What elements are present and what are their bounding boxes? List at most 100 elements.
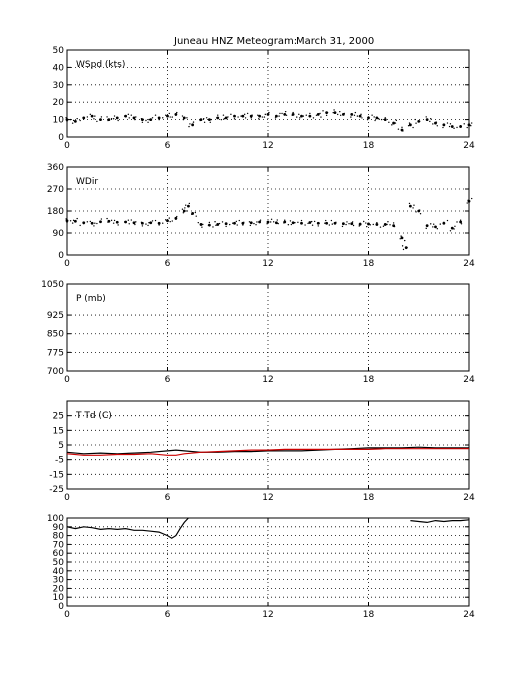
data-point — [90, 221, 94, 225]
data-point — [404, 246, 408, 250]
data-point — [73, 119, 77, 123]
x-tick-label: 0 — [64, 375, 70, 385]
data-point-jitter — [335, 221, 337, 224]
x-tick-label: 18 — [363, 141, 375, 151]
data-point-jitter — [169, 220, 171, 223]
data-point — [124, 114, 128, 118]
data-point-jitter — [71, 222, 74, 224]
data-point-jitter — [141, 225, 144, 227]
series-1 — [65, 197, 473, 251]
y-tick-label: 50 — [53, 558, 65, 568]
data-point — [400, 236, 404, 240]
data-point-jitter — [353, 114, 356, 116]
data-point — [266, 112, 270, 116]
panel-label: WDir — [76, 177, 98, 187]
data-point-jitter — [307, 222, 309, 225]
data-point-jitter — [443, 221, 445, 224]
axes-box — [66, 283, 470, 372]
data-point-jitter — [195, 215, 197, 217]
data-point-jitter — [425, 116, 427, 118]
data-point-jitter — [230, 113, 232, 116]
data-point-jitter — [181, 208, 184, 210]
data-point-jitter — [412, 207, 414, 209]
y-tick-label: 270 — [47, 185, 64, 195]
data-point-jitter — [330, 219, 333, 222]
data-point-jitter — [148, 222, 150, 224]
data-point-jitter — [112, 222, 115, 224]
data-point-jitter — [377, 118, 380, 120]
panel-1: 0 6 12 18 24 0 10 20 30 40 50 WSpd (kts) — [53, 46, 475, 151]
data-point-jitter — [443, 124, 445, 126]
data-point-jitter — [266, 223, 268, 225]
y-tick-label: 360 — [47, 163, 64, 173]
data-point-jitter — [127, 219, 130, 221]
data-point — [341, 222, 345, 226]
data-point — [434, 225, 437, 229]
data-point-jitter — [171, 220, 173, 222]
data-point-jitter — [333, 109, 335, 111]
data-point-jitter — [220, 118, 223, 121]
data-point-jitter — [453, 228, 455, 230]
y-tick-label: 50 — [53, 46, 65, 56]
data-point-jitter — [127, 113, 130, 116]
data-point-jitter — [272, 221, 275, 223]
data-point — [191, 123, 195, 127]
data-point-jitter — [79, 119, 81, 122]
data-point-jitter — [93, 225, 95, 227]
data-point-jitter — [389, 224, 391, 226]
data-point-jitter — [393, 225, 396, 228]
data-point-jitter — [302, 115, 304, 117]
x-tick-label: 18 — [363, 375, 375, 385]
data-point-jitter — [394, 122, 397, 124]
data-point-jitter — [401, 126, 403, 129]
data-point — [367, 116, 370, 120]
data-point-jitter — [392, 222, 395, 224]
data-point-jitter — [467, 199, 469, 202]
x-tick-label: 24 — [463, 259, 475, 269]
data-point — [375, 223, 379, 226]
x-tick-label: 12 — [262, 375, 273, 385]
data-point-jitter — [135, 221, 137, 223]
y-tick-label: 80 — [53, 532, 65, 542]
y-tick-label: 20 — [53, 584, 65, 594]
data-point — [450, 226, 454, 230]
data-point — [425, 118, 429, 121]
y-tick-label: 90 — [53, 523, 65, 533]
data-point-jitter — [261, 116, 264, 118]
data-point-jitter — [66, 221, 68, 224]
data-point-jitter — [191, 213, 193, 216]
data-point-jitter — [203, 118, 205, 120]
data-point-jitter — [182, 212, 185, 214]
series-line-1 — [66, 517, 189, 539]
data-point-jitter — [343, 112, 345, 115]
y-tick-label: 0 — [58, 602, 64, 612]
data-point-jitter — [290, 223, 293, 226]
data-point-jitter — [432, 226, 434, 228]
data-point-jitter — [140, 118, 143, 120]
data-point-jitter — [94, 222, 96, 224]
data-point-jitter — [382, 225, 385, 227]
data-point-jitter — [107, 221, 109, 223]
y-tick-label: 20 — [53, 98, 65, 108]
data-point-jitter — [415, 122, 417, 124]
data-point — [274, 221, 278, 225]
y-tick-label: -15 — [49, 470, 64, 480]
data-point-jitter — [270, 218, 273, 220]
data-point — [367, 222, 370, 226]
data-point-jitter — [227, 116, 229, 118]
data-point-jitter — [86, 221, 89, 223]
data-point-jitter — [459, 219, 462, 221]
data-point-jitter — [339, 114, 342, 116]
data-point-jitter — [192, 121, 195, 123]
data-point-jitter — [202, 223, 204, 226]
data-point-jitter — [376, 221, 378, 224]
data-point-jitter — [162, 222, 164, 224]
data-point — [174, 112, 178, 116]
data-point — [467, 123, 471, 127]
data-point-jitter — [386, 223, 388, 226]
data-point — [358, 222, 362, 226]
data-point-jitter — [278, 115, 280, 117]
data-point-jitter — [216, 117, 218, 119]
data-point — [115, 116, 119, 120]
data-point-jitter — [257, 114, 259, 116]
